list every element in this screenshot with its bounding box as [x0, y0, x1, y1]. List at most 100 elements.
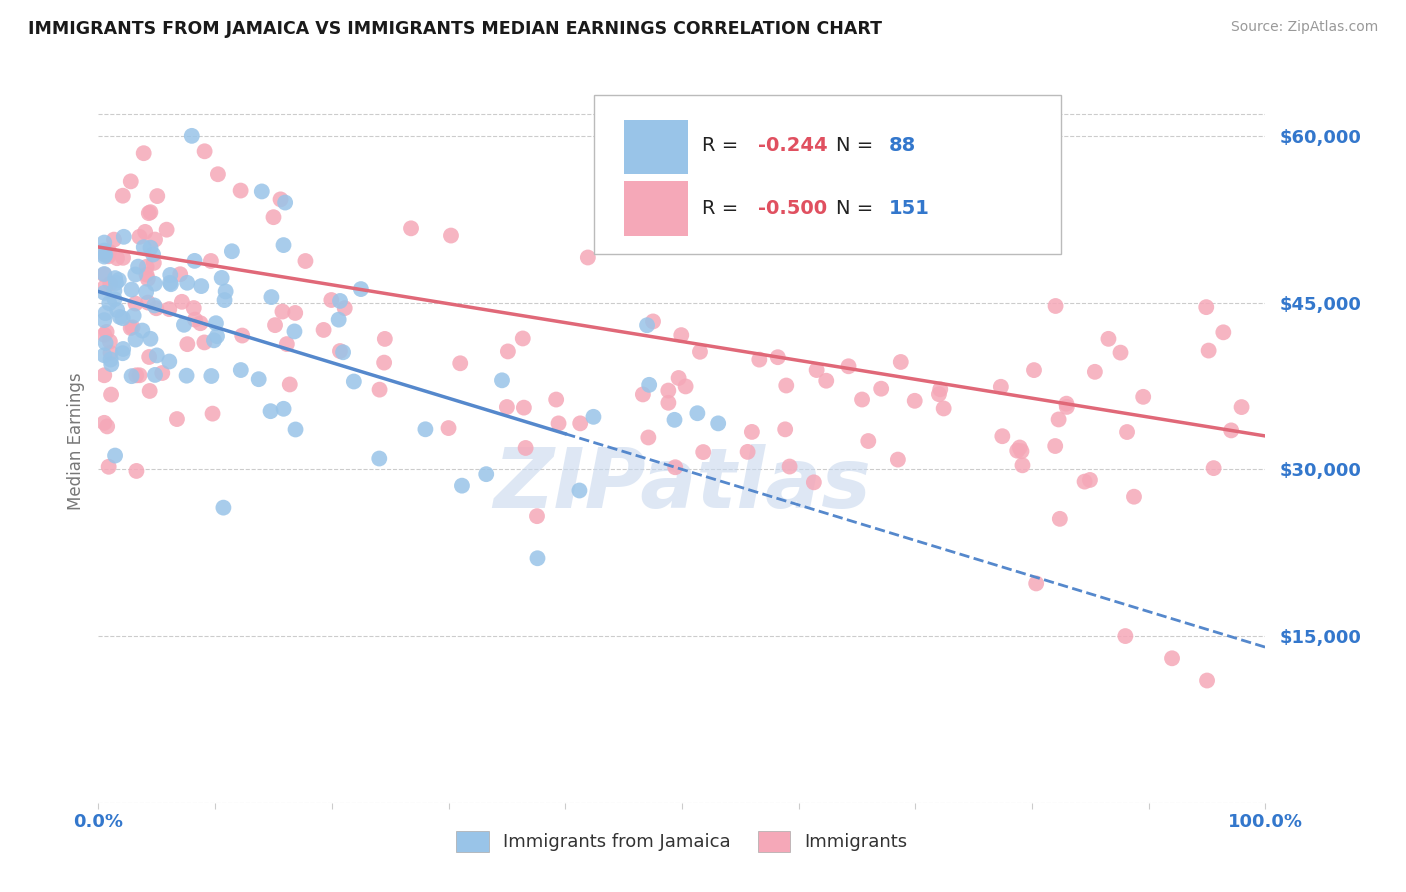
Point: [231, 328, 253, 343]
Point: [124, 296, 146, 310]
Point: [105, 303, 128, 318]
Point: [638, 377, 661, 392]
Point: [636, 318, 658, 333]
Point: [125, 464, 148, 478]
Point: [568, 483, 591, 498]
Point: [668, 371, 690, 385]
Point: [111, 188, 134, 202]
Text: -0.500: -0.500: [758, 199, 827, 218]
Point: [160, 277, 183, 292]
Point: [104, 449, 127, 463]
Point: [93, 244, 115, 258]
Point: [142, 256, 165, 270]
Point: [399, 221, 422, 235]
Point: [657, 384, 679, 398]
Point: [512, 331, 534, 345]
Point: [449, 356, 471, 370]
Point: [124, 268, 146, 282]
Point: [1212, 326, 1234, 340]
Point: [851, 392, 873, 407]
Point: [112, 251, 135, 265]
Point: [284, 422, 307, 436]
Point: [214, 285, 236, 299]
Point: [212, 500, 235, 515]
Point: [105, 251, 128, 265]
Point: [748, 352, 770, 367]
Point: [440, 228, 463, 243]
Point: [135, 285, 157, 299]
Point: [1202, 461, 1225, 475]
Point: [131, 324, 153, 338]
Point: [270, 193, 292, 207]
Point: [329, 344, 352, 359]
Point: [491, 373, 513, 387]
Point: [183, 301, 205, 315]
Point: [121, 283, 143, 297]
Point: [846, 151, 869, 165]
Point: [928, 387, 950, 401]
Point: [991, 429, 1014, 443]
Point: [138, 206, 160, 220]
Point: [1198, 343, 1220, 358]
Point: [1011, 458, 1033, 473]
Point: [858, 434, 880, 448]
Point: [1116, 425, 1139, 439]
Point: [103, 284, 125, 298]
Point: [259, 404, 281, 418]
Point: [183, 253, 205, 268]
Point: [671, 328, 693, 343]
Point: [437, 421, 460, 435]
Point: [737, 445, 759, 459]
Point: [312, 323, 335, 337]
Point: [93, 313, 115, 327]
Point: [451, 478, 474, 492]
Point: [329, 293, 352, 308]
Point: [1084, 365, 1107, 379]
Point: [496, 400, 519, 414]
Point: [157, 302, 180, 317]
Point: [132, 146, 155, 161]
Point: [1132, 390, 1154, 404]
Point: [273, 401, 295, 416]
Text: R =: R =: [702, 199, 744, 218]
Point: [176, 276, 198, 290]
Point: [96, 325, 118, 339]
Point: [93, 416, 115, 430]
Point: [124, 333, 146, 347]
Point: [990, 380, 1012, 394]
Point: [689, 344, 711, 359]
Point: [93, 285, 115, 300]
Point: [150, 366, 173, 380]
Point: [1220, 424, 1243, 438]
Point: [190, 316, 212, 330]
Point: [193, 335, 215, 350]
Text: IMMIGRANTS FROM JAMAICA VS IMMIGRANTS MEDIAN EARNINGS CORRELATION CHART: IMMIGRANTS FROM JAMAICA VS IMMIGRANTS ME…: [28, 20, 882, 37]
Point: [1054, 397, 1077, 411]
Point: [260, 290, 283, 304]
Point: [1005, 443, 1028, 458]
Point: [686, 406, 709, 420]
Point: [93, 267, 115, 281]
Point: [200, 369, 222, 384]
Point: [928, 162, 950, 177]
Point: [139, 205, 162, 219]
Point: [138, 350, 160, 364]
Point: [838, 359, 860, 374]
Point: [100, 387, 122, 401]
Point: [283, 325, 305, 339]
Point: [156, 222, 179, 236]
Point: [1195, 300, 1218, 314]
Point: [104, 276, 127, 290]
Point: [93, 247, 115, 261]
Point: [103, 292, 125, 306]
Point: [211, 271, 233, 285]
Point: [93, 235, 115, 250]
Point: [274, 195, 297, 210]
Point: [333, 301, 356, 315]
Point: [176, 337, 198, 351]
Point: [159, 268, 181, 282]
Point: [221, 244, 243, 259]
Point: [803, 475, 825, 490]
Point: [121, 369, 143, 384]
Text: 88: 88: [889, 136, 915, 155]
